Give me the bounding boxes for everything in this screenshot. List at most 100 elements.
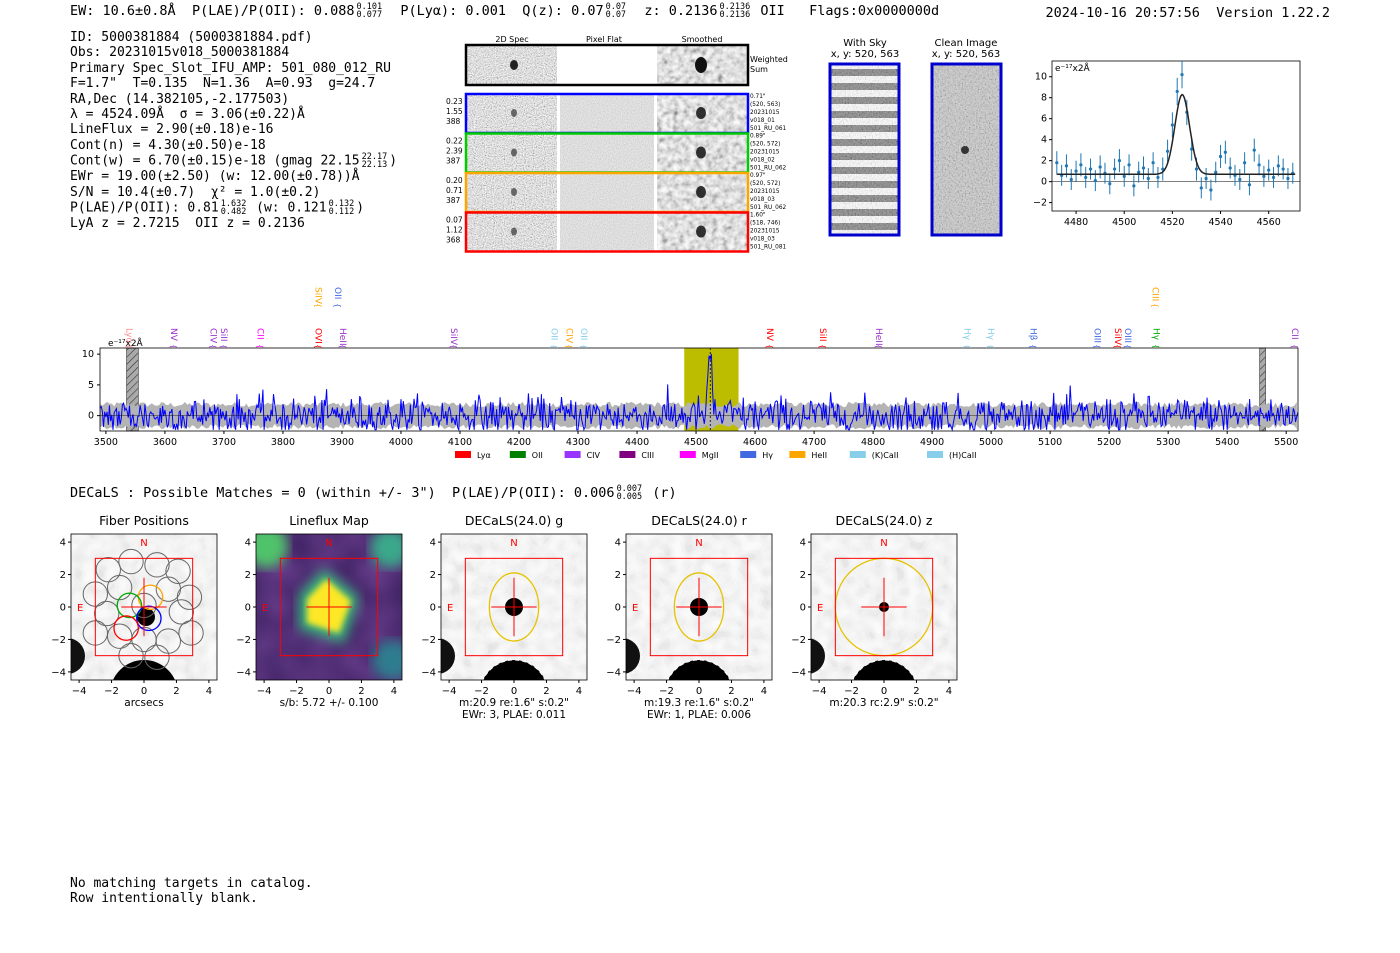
panel-ytick-label: 4 (800, 538, 806, 549)
panel-image: NE (71, 534, 217, 680)
search-box (834, 557, 934, 657)
edge-ellipse (626, 635, 643, 677)
spectrum-xtick-label: 4500 (684, 437, 708, 448)
legend-swatch (927, 451, 943, 458)
plae-w-text: (w: 0.121 (256, 200, 327, 216)
panel-ytick-label: 4 (60, 538, 66, 549)
zoom-data-point (1218, 154, 1223, 159)
spectrum-ytick-label: 10 (82, 349, 94, 360)
zoom-data-point (1132, 184, 1136, 188)
exposure-pixelflat (560, 213, 654, 251)
timestamp-version: 2024-10-16 20:57:56 Version 1.22.2 (1046, 5, 1331, 21)
zoom-data-point (1252, 148, 1256, 152)
zoom-data-point (1276, 164, 1280, 168)
feature-label: OII (578, 328, 588, 340)
exposure-left-label: 2.39 (446, 147, 463, 156)
zoom-data-point (1113, 167, 1117, 171)
panel-caption: m:20.9 re:1.6" s:0.2" (459, 697, 569, 709)
panel-ytick-label: −2 (51, 635, 66, 646)
feature-brace: { (818, 344, 827, 349)
zoom-data-point (1180, 73, 1184, 77)
panel-ytick-label: −2 (236, 635, 251, 646)
legend-label: Lyα (477, 451, 491, 460)
z-value: z: 0.2136 (644, 3, 718, 19)
search-box (649, 557, 749, 657)
plae-w-lower: 0.112 (328, 207, 355, 218)
exposure-smoothed-source (696, 146, 706, 159)
panel-ytick-label: −2 (421, 635, 436, 646)
spectrum-xtick-label: 5400 (1215, 437, 1239, 448)
notes-line2: Row intentionally blank. (70, 891, 258, 907)
panel-caption: m:19.3 re:1.6" s:0.2" (644, 697, 754, 709)
east-label: E (262, 603, 268, 614)
legend-label: (K)CaII (872, 451, 899, 460)
north-label: N (140, 538, 147, 549)
panel-xtick-label: 2 (913, 686, 919, 697)
zoom-data-point (1165, 149, 1170, 153)
with-sky-image (828, 62, 901, 237)
north-label: N (880, 538, 887, 549)
header-summary: EW: 10.6±0.8Å P(LAE)/P(OII): 0.088 0.101 0… (70, 3, 939, 20)
exposure-right-label: 501_RU_081 (750, 245, 787, 251)
with-sky-label: With Sky (843, 38, 887, 49)
zoom-data-point (1137, 170, 1141, 174)
feature-label: CIV (563, 328, 573, 344)
zoom-data-point (1098, 165, 1102, 169)
panel-image: NE (441, 534, 587, 680)
exposure-right-label: (518, 746) (750, 221, 780, 227)
info-id: ID: 5000381884 (5000381884.pdf) (70, 30, 313, 45)
spectral-feature: Hβ { (1028, 328, 1038, 349)
zoom-data-point (1267, 168, 1271, 172)
east-label: E (817, 603, 823, 614)
imaging-panels: Fiber PositionsNE−4−4−2−2002244arcsecsLi… (51, 513, 958, 721)
zoom-data-point (1146, 176, 1150, 181)
panel-xtick-label: −2 (474, 686, 489, 697)
search-box (279, 557, 379, 657)
edge-source (626, 638, 640, 674)
spectral-feature: Lyα{ (124, 328, 134, 349)
spectral-feature: HeII{ (337, 328, 347, 349)
panel-ytick-label: 2 (430, 570, 436, 581)
feature-brace: { (219, 344, 228, 349)
panel-xtick-label: 0 (141, 686, 147, 697)
north-label: N (510, 538, 517, 549)
panel-title: Lineflux Map (289, 513, 369, 528)
zoom-data-point (1127, 163, 1131, 167)
fiber-circle-blue (136, 605, 162, 632)
spectral-feature: Hγ { (985, 328, 995, 349)
spectral-feature: OII { (332, 287, 342, 308)
panel-ytick-label: 4 (245, 538, 251, 549)
feature-brace: { (1150, 303, 1159, 308)
feature-label: SiIV (1112, 328, 1122, 346)
panel-ytick-label: 0 (615, 603, 621, 614)
cutout-header: Pixel Flat (586, 35, 622, 44)
zoom-data-point (1238, 177, 1242, 182)
zoom-data-point (1257, 163, 1261, 167)
legend-label: MgII (702, 451, 719, 460)
feature-brace: { (169, 344, 178, 349)
timestamp: 2024-10-16 20:57:56 (1045, 5, 1200, 21)
feature-label: CIII (1149, 287, 1159, 301)
panel-xtick-label: 2 (173, 686, 179, 697)
zoom-data-point (1199, 186, 1203, 190)
feature-brace: { (256, 344, 265, 349)
notes-line1: No matching targets in catalog. (70, 876, 313, 891)
zoom-data-point (1079, 163, 1083, 167)
weighted-label: Sum (750, 65, 768, 74)
search-box (94, 557, 194, 657)
exposure-pixelflat (560, 174, 654, 211)
feature-brace: { (1290, 344, 1299, 349)
exposure-left-label: 1.55 (446, 107, 463, 116)
feature-brace: { (765, 344, 774, 349)
panel-ytick-label: 2 (60, 570, 66, 581)
exposure-right-label: v018_03 (750, 237, 775, 243)
spectral-feature: NV { (764, 328, 774, 349)
panel-ytick-label: 2 (800, 570, 806, 581)
edge-ellipse (811, 635, 828, 677)
exposure-right-label: 20231015 (750, 229, 780, 235)
edge-ellipse (441, 635, 458, 677)
panel-xtick-label: 4 (946, 686, 952, 697)
spectral-feature: SiIV{ (1112, 328, 1122, 349)
fiber-circle (144, 644, 170, 670)
